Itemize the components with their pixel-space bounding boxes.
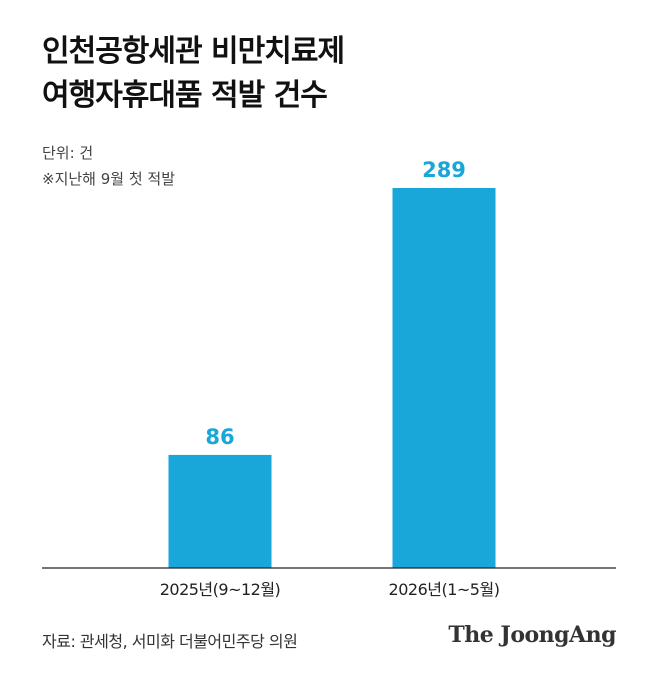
bar-0 — [168, 454, 272, 568]
title-line-1: 인천공항세관 비만치료제 — [42, 34, 345, 69]
brand-logo: The JoongAng — [448, 622, 616, 648]
footnote: ※지난해 9월 첫 적발 — [42, 170, 176, 188]
title-line-2: 여행자휴대품 적발 건수 — [42, 78, 328, 113]
category-label-0: 2025년(9~12월) — [160, 580, 281, 599]
chart-title: 인천공항세관 비만치료제 여행자휴대품 적발 건수 — [42, 30, 345, 118]
source-credit: 자료: 관세청, 서미화 더불어민주당 의원 — [42, 632, 298, 651]
category-label-1: 2026년(1~5월) — [389, 580, 500, 599]
unit-note: 단위: 건 — [42, 144, 94, 162]
bar-1 — [392, 188, 496, 568]
data-label-0: 86 — [205, 425, 234, 449]
chart-notes: 단위: 건 ※지난해 9월 첫 적발 — [42, 140, 175, 192]
bar-chart: 86 2025년(9~12월) 289 2026년(1~5월) — [42, 158, 616, 599]
data-label-1: 289 — [422, 158, 466, 182]
